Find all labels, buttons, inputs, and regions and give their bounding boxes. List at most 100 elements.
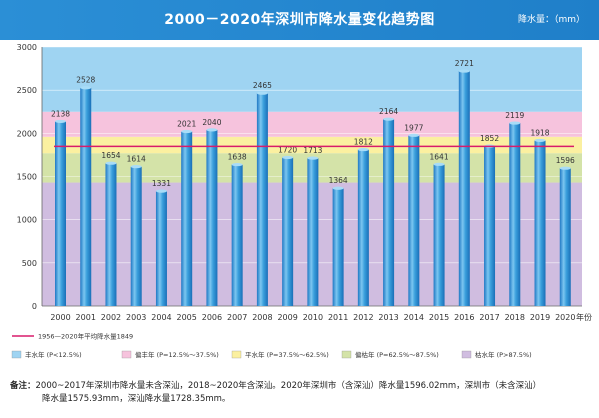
- bar-top-2000: [55, 119, 66, 124]
- value-label-2020: 1596: [556, 156, 575, 165]
- x-tick-label-2001: 2001: [76, 313, 96, 322]
- bar-2007: [231, 164, 243, 306]
- precipitation-chart: 0 500 1000 1500 2000 2500 3000 2138 2000 2528 2001…: [11, 43, 592, 359]
- bar-top-2016: [458, 69, 470, 73]
- bar-2004: [155, 191, 167, 306]
- band-4: [42, 47, 582, 112]
- bar-2014: [408, 135, 420, 306]
- bar-top-2002: [105, 161, 117, 165]
- footnote-line-2: 降水量1575.93mm，深汕降水量1728.35mm。: [42, 394, 231, 404]
- x-tick-label-2009: 2009: [277, 313, 297, 322]
- value-label-2013: 2164: [379, 107, 398, 116]
- value-label-2004: 1331: [152, 179, 171, 188]
- bar-2020: [559, 168, 571, 306]
- value-label-2011: 1364: [329, 176, 348, 185]
- value-label-2018: 2119: [505, 111, 524, 120]
- x-tick-label-2012: 2012: [353, 313, 373, 322]
- bar-top-2006: [206, 128, 218, 132]
- bar-top-2008: [256, 91, 268, 95]
- x-tick-label-2011: 2011: [328, 313, 348, 322]
- footnote: 备注：2000~2017年深圳市降水量未含深汕，2018~2020年含深汕。20…: [10, 380, 590, 406]
- x-tick-label-2008: 2008: [252, 313, 272, 322]
- x-tick-label-2015: 2015: [429, 313, 449, 322]
- value-label-2001: 2528: [76, 76, 95, 85]
- bar-top-2010: [307, 156, 319, 160]
- x-tick-label-2018: 2018: [505, 313, 525, 322]
- bar-2019: [534, 140, 546, 306]
- bar-top-2014: [408, 133, 420, 137]
- bar-2003: [130, 166, 142, 306]
- footnote-line-1: 2000~2017年深圳市降水量未含深汕，2018~2020年含深汕。2020年…: [35, 381, 542, 391]
- legend-swatch-4: [461, 350, 472, 359]
- footnote-label: 备注：: [10, 381, 36, 391]
- bar-top-2003: [130, 165, 142, 169]
- x-tick-label-2002: 2002: [101, 313, 121, 322]
- x-tick-label-2007: 2007: [227, 313, 247, 322]
- y-tick-label-1: 500: [22, 259, 37, 268]
- value-label-2002: 1654: [101, 151, 120, 160]
- bar-2010: [307, 158, 319, 306]
- value-label-2015: 1641: [430, 152, 449, 161]
- x-tick-label-2019: 2019: [530, 313, 550, 322]
- x-tick-label-2010: 2010: [303, 313, 323, 322]
- x-tick-label-2003: 2003: [126, 313, 146, 322]
- legend-label-0: 丰水年 (P<12.5%): [25, 350, 82, 359]
- bar-top-2005: [181, 129, 193, 134]
- legend-swatch-0: [11, 350, 22, 359]
- y-tick-label-4: 2000: [17, 129, 37, 138]
- bar-2000: [55, 121, 66, 306]
- value-label-2005: 2021: [177, 120, 196, 129]
- bar-2008: [256, 93, 268, 307]
- legend-label-2: 平水年 (P=37.5%～62.5%): [245, 350, 329, 359]
- value-label-2003: 1614: [127, 155, 146, 164]
- value-label-2000: 2138: [51, 109, 70, 118]
- value-label-2019: 1918: [530, 128, 549, 137]
- value-label-2012: 1812: [354, 138, 373, 147]
- value-label-2009: 1720: [278, 146, 297, 155]
- legend-label-4: 枯水年 (P>87.5%): [475, 350, 532, 359]
- legend-swatch-2: [231, 350, 242, 359]
- header-bar: [0, 0, 599, 40]
- band-3: [42, 111, 582, 137]
- bar-2013: [383, 119, 395, 306]
- value-label-2007: 1638: [228, 153, 247, 162]
- bar-2016: [458, 71, 470, 306]
- unit-label: 降水量：（mm）: [517, 15, 585, 25]
- x-tick-label-2016: 2016: [454, 313, 474, 322]
- value-label-2014: 1977: [404, 123, 423, 132]
- x-tick-label-2006: 2006: [202, 313, 222, 322]
- bar-2017: [484, 146, 496, 306]
- value-label-2010: 1713: [303, 146, 322, 155]
- chart-title: 2000－2020年深圳市降水量变化趋势图: [164, 12, 435, 28]
- bar-top-2020: [559, 166, 571, 170]
- bar-top-2013: [383, 117, 395, 121]
- y-tick-label-6: 3000: [17, 43, 37, 52]
- bar-2011: [332, 188, 344, 306]
- bar-2002: [105, 163, 117, 306]
- value-label-2016: 2721: [455, 59, 474, 68]
- legend-label-1: 偏丰年 (P=12.5%～37.5%): [135, 350, 219, 359]
- bar-2015: [433, 164, 445, 306]
- y-tick-label-2: 1000: [17, 216, 37, 225]
- legend-swatch-3: [341, 350, 352, 359]
- bar-2006: [206, 129, 218, 306]
- legend-average-label: 1956—2020年平均降水量1849: [38, 332, 133, 341]
- x-unit-label: 年份: [576, 312, 592, 322]
- bar-top-2018: [509, 121, 521, 125]
- bar-top-2019: [534, 138, 546, 143]
- bar-top-2011: [332, 186, 344, 190]
- bar-top-2015: [433, 162, 445, 166]
- bar-2001: [80, 87, 92, 306]
- y-tick-label-5: 2500: [17, 86, 37, 95]
- x-tick-label-2013: 2013: [378, 313, 398, 322]
- legend-swatch-1: [121, 350, 132, 359]
- x-tick-label-2004: 2004: [151, 313, 171, 322]
- bar-top-2009: [282, 155, 294, 160]
- value-label-2008: 2465: [253, 81, 272, 90]
- bar-top-2001: [80, 86, 92, 90]
- bar-2018: [509, 123, 521, 307]
- y-tick-label-3: 1500: [17, 173, 37, 182]
- value-label-2017: 1852: [480, 134, 499, 143]
- x-tick-label-2014: 2014: [404, 313, 424, 322]
- bar-top-2012: [357, 147, 369, 152]
